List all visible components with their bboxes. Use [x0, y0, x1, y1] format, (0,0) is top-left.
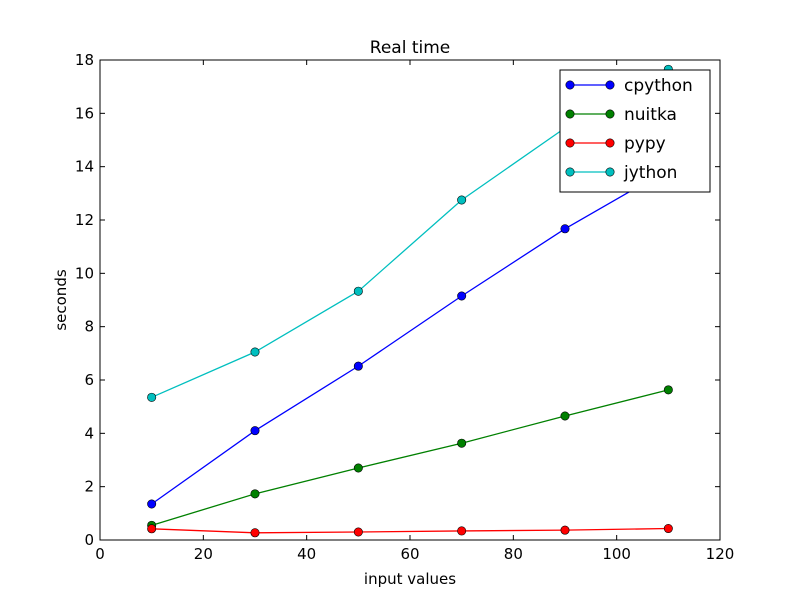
legend: cpython nuitka pypy jython	[559, 69, 711, 193]
data-point-pypy	[457, 526, 467, 536]
data-point-nuitka	[663, 385, 673, 395]
data-point-jython	[353, 286, 363, 296]
data-point-nuitka	[560, 411, 570, 421]
data-point-pypy	[560, 525, 570, 535]
data-point-cpython	[457, 291, 467, 301]
y-tick-label: 10	[75, 264, 94, 282]
legend-label-cpython: cpython	[624, 76, 693, 96]
series-line-nuitka	[151, 389, 669, 526]
data-point-jython	[250, 347, 260, 357]
legend-marker-jython	[605, 167, 615, 177]
legend-marker-cpython	[565, 80, 575, 90]
y-tick-label: 14	[75, 158, 94, 176]
legend-marker-cpython	[605, 80, 615, 90]
y-tick-label: 12	[75, 211, 94, 229]
x-tick-label: 0	[95, 545, 105, 563]
x-tick-label: 60	[400, 545, 419, 563]
legend-label-jython: jython	[623, 163, 677, 183]
data-point-nuitka	[353, 463, 363, 473]
legend-marker-nuitka	[605, 109, 615, 119]
y-tick-label: 16	[75, 104, 94, 122]
data-point-jython	[457, 195, 467, 205]
y-tick-label: 0	[84, 531, 94, 549]
x-tick-label: 100	[602, 545, 631, 563]
y-tick-label: 8	[84, 318, 94, 336]
legend-marker-pypy	[605, 138, 615, 148]
data-point-cpython	[250, 426, 260, 436]
legend-label-nuitka: nuitka	[624, 105, 677, 125]
x-tick-label: 80	[504, 545, 523, 563]
x-tick-label: 40	[297, 545, 316, 563]
data-point-nuitka	[457, 438, 467, 448]
data-point-jython	[147, 392, 157, 402]
data-point-pypy	[250, 528, 260, 538]
y-tick-label: 18	[75, 51, 94, 69]
data-point-cpython	[147, 499, 157, 509]
y-tick-label: 4	[84, 424, 94, 442]
data-point-pypy	[353, 527, 363, 537]
data-point-nuitka	[250, 489, 260, 499]
legend-label-pypy: pypy	[624, 134, 666, 154]
y-tick-label: 6	[84, 371, 94, 389]
series-line-pypy	[151, 527, 669, 534]
y-tick-label: 2	[84, 478, 94, 496]
data-point-pypy	[663, 524, 673, 534]
data-point-pypy	[147, 524, 157, 534]
data-point-cpython	[353, 361, 363, 371]
x-tick-label: 20	[194, 545, 213, 563]
legend-marker-jython	[565, 167, 575, 177]
data-point-cpython	[560, 224, 570, 234]
legend-marker-nuitka	[565, 109, 575, 119]
chart-title: Real time	[370, 38, 450, 58]
y-axis-label: seconds	[52, 269, 70, 330]
legend-marker-pypy	[565, 138, 575, 148]
x-axis-label: input values	[364, 570, 456, 588]
series-line-cpython	[151, 168, 669, 505]
x-tick-label: 120	[706, 545, 735, 563]
